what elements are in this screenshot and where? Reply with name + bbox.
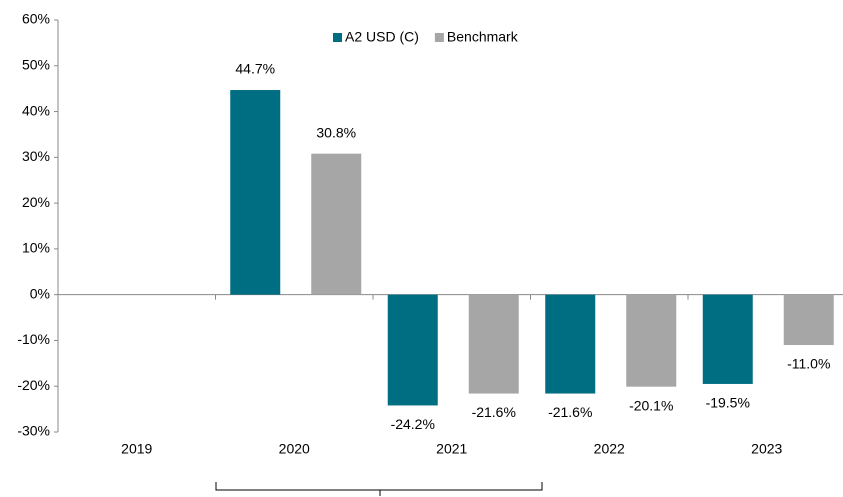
- value-label: -20.1%: [629, 397, 673, 413]
- value-label: 44.7%: [235, 61, 275, 77]
- value-label: -24.2%: [391, 416, 435, 432]
- x-tick-label: 2023: [751, 441, 782, 457]
- bar: [545, 294, 596, 394]
- y-tick-label: 60%: [22, 11, 50, 27]
- bar: [468, 294, 519, 394]
- y-tick-label: 30%: [22, 148, 50, 164]
- y-tick-label: 20%: [22, 194, 50, 210]
- bar: [230, 90, 281, 295]
- bar: [626, 294, 677, 387]
- value-label: -21.6%: [472, 404, 516, 420]
- legend-swatch: [333, 33, 342, 42]
- y-tick-label: -30%: [17, 423, 50, 439]
- value-label: -11.0%: [787, 356, 830, 372]
- y-tick-label: -10%: [17, 331, 50, 347]
- y-tick-label: 40%: [22, 102, 50, 118]
- bar: [311, 153, 362, 295]
- value-label: -21.6%: [548, 404, 592, 420]
- y-tick-label: -20%: [17, 377, 50, 393]
- legend-label: Benchmark: [447, 29, 519, 45]
- x-tick-label: 2022: [594, 441, 625, 457]
- value-label: -19.5%: [706, 395, 750, 411]
- x-tick-label: 2019: [121, 441, 152, 457]
- legend-swatch: [434, 33, 444, 42]
- legend-label: A2 USD (C): [345, 29, 419, 45]
- bar: [387, 294, 438, 406]
- bracket: [215, 482, 543, 496]
- x-tick-label: 2020: [279, 441, 310, 457]
- y-tick-label: 0%: [30, 285, 50, 301]
- y-tick-label: 50%: [22, 56, 50, 72]
- bar: [783, 294, 834, 346]
- value-label: 30.8%: [316, 124, 356, 140]
- y-tick-label: 10%: [22, 240, 50, 256]
- bar: [702, 294, 753, 384]
- x-tick-label: 2021: [436, 441, 467, 457]
